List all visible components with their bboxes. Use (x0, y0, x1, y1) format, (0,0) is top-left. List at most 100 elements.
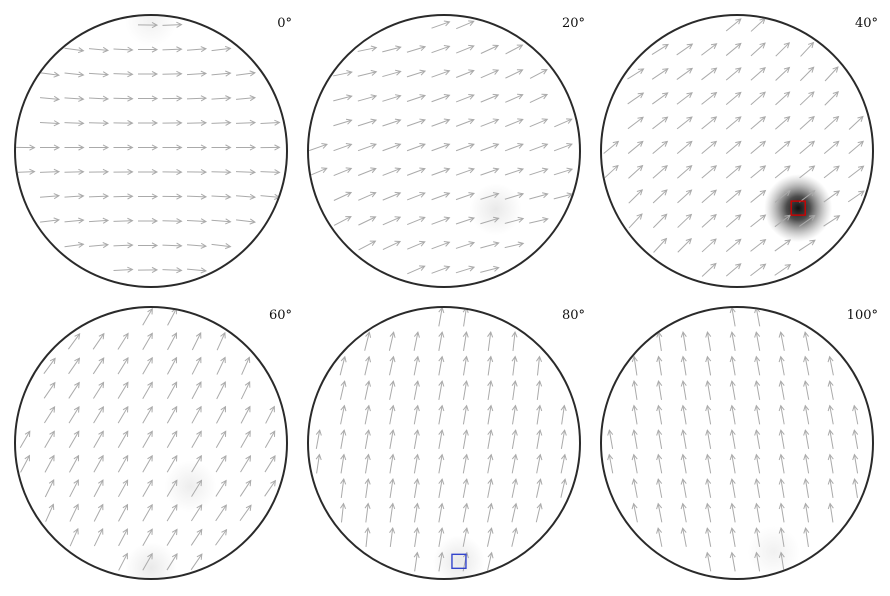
field-arrow (235, 193, 257, 200)
field-arrow (68, 430, 80, 448)
field-arrow (774, 239, 792, 252)
field-arrow (462, 429, 469, 449)
field-arrow (455, 265, 476, 274)
field-arrow (487, 355, 494, 376)
panel-label: 20° (562, 16, 585, 31)
field-arrow (113, 120, 134, 127)
field-arrow (389, 380, 396, 400)
field-arrow (186, 242, 208, 249)
field-arrow (241, 356, 251, 375)
field-arrow (775, 116, 791, 130)
field-arrow (186, 119, 208, 126)
field-arrow (239, 504, 252, 522)
field-arrow (800, 41, 815, 57)
field-arrow (486, 527, 494, 547)
field-arrow (137, 95, 159, 102)
field-arrow (167, 332, 178, 351)
field-arrow (803, 380, 810, 400)
field-arrow (536, 380, 543, 400)
field-arrow (656, 380, 663, 400)
field-arrow (729, 429, 736, 449)
field-arrow (511, 502, 519, 523)
field-arrow (166, 454, 178, 473)
field-arrow (191, 381, 202, 400)
field-arrow (438, 380, 445, 400)
field-arrow (358, 216, 377, 226)
field-arrow (754, 478, 761, 498)
field-arrow (389, 527, 396, 547)
field-arrow (656, 429, 663, 449)
field-arrow (652, 116, 669, 130)
field-arrow (680, 380, 687, 400)
field-arrow (166, 430, 178, 448)
field-arrow (215, 454, 227, 473)
field-arrow (406, 45, 427, 53)
field-arrow (69, 527, 79, 547)
field-arrow (39, 144, 61, 151)
field-arrow (117, 381, 129, 399)
field-arrow (431, 118, 451, 127)
field-arrow (389, 478, 396, 498)
field-arrow (162, 119, 183, 126)
hotspot (747, 525, 800, 578)
field-arrow (653, 237, 668, 253)
field-arrow (364, 331, 372, 351)
panel-disc (14, 306, 288, 580)
field-arrow (68, 357, 81, 375)
field-arrow (725, 18, 742, 32)
field-arrow (137, 70, 159, 78)
field-arrow (357, 143, 377, 152)
field-arrow (505, 69, 524, 79)
panel-hotspots (469, 183, 522, 236)
field-arrow (191, 454, 202, 473)
field-arrow (803, 478, 810, 498)
field-arrow (407, 240, 426, 250)
field-arrow (536, 429, 543, 449)
field-arrow (553, 142, 573, 152)
field-arrow (142, 356, 153, 375)
field-arrow (775, 91, 791, 106)
field-arrow (823, 190, 841, 203)
field-arrow (215, 430, 227, 448)
field-arrow (799, 66, 815, 82)
field-arrow (364, 355, 372, 376)
panel-hotspots (747, 525, 800, 578)
field-arrow (235, 169, 257, 176)
panel-disc (307, 306, 581, 580)
field-arrow (462, 331, 469, 351)
field-arrow (186, 95, 208, 102)
field-arrow (357, 45, 378, 52)
field-arrow (725, 214, 742, 228)
field-arrow (462, 380, 469, 400)
field-arrow (554, 118, 573, 128)
field-arrow (438, 308, 445, 327)
field-arrow (627, 116, 644, 130)
field-arrow (216, 381, 226, 400)
field-arrow (462, 527, 469, 547)
field-arrow (631, 355, 638, 376)
field-arrow (162, 193, 183, 200)
field-arrow (431, 20, 451, 29)
field-arrow (803, 404, 810, 425)
field-arrow (504, 167, 525, 176)
field-arrow (113, 46, 134, 53)
field-arrow (729, 453, 736, 474)
field-arrow (406, 167, 426, 176)
field-arrow (631, 429, 638, 449)
field-arrow (93, 454, 104, 473)
field-arrow (389, 355, 396, 376)
field-arrow (92, 357, 105, 375)
panel-40-deg: 40° (600, 14, 878, 288)
field-arrow (705, 502, 712, 523)
field-arrow (406, 94, 427, 102)
hotspot (432, 535, 485, 578)
field-arrow (413, 355, 420, 376)
field-arrow (455, 192, 476, 201)
panel-60-deg: 60° (14, 306, 292, 580)
field-arrow (113, 193, 134, 200)
field-arrow (774, 189, 791, 203)
field-arrow (803, 355, 810, 376)
field-arrow (560, 478, 568, 498)
field-arrow (16, 144, 36, 151)
field-arrow (333, 167, 353, 177)
